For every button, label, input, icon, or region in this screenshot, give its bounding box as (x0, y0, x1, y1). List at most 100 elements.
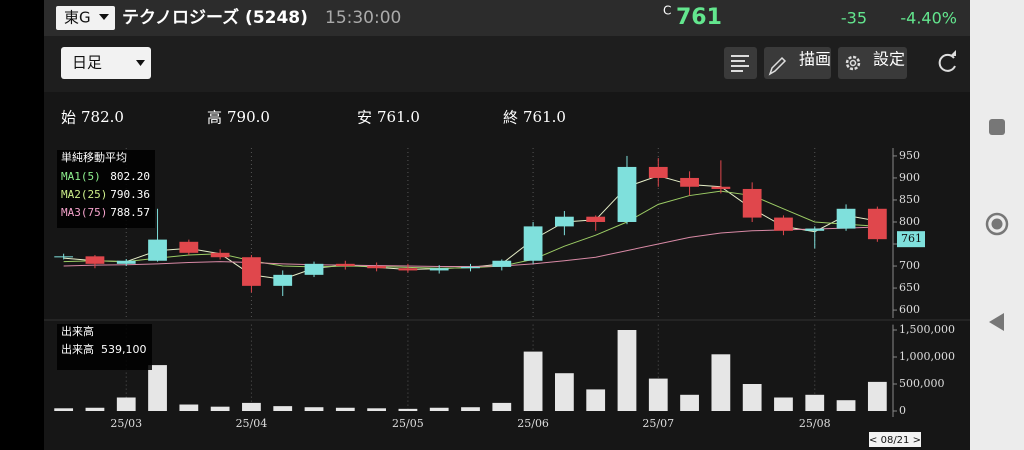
market-select[interactable] (56, 6, 115, 30)
refresh-arrow (950, 50, 956, 56)
draw-button[interactable] (764, 47, 831, 79)
volume-bar (210, 406, 230, 411)
candle-body (116, 260, 136, 264)
y-tick-label: 700 (899, 259, 920, 272)
volume-bar (805, 394, 825, 411)
legend-name: MA3(75) (61, 206, 107, 219)
ohlc-value: 761.0 (523, 108, 566, 126)
candle-body (586, 216, 606, 222)
ohlc-label: 高 (207, 109, 222, 127)
volume-bar (242, 402, 261, 411)
x-tick-label: 25/07 (642, 417, 674, 430)
cursor-box (869, 432, 921, 447)
chart: 始782.0高790.0安761.0終761.06006507007508008… (44, 108, 970, 447)
period-select[interactable] (61, 47, 151, 79)
ohlc-label: 始 (61, 109, 76, 127)
candle-body (429, 268, 449, 271)
candle-body (742, 188, 762, 218)
home-dot (991, 218, 1003, 230)
legend-value: 788.57 (110, 206, 150, 219)
gear-icon (849, 59, 857, 67)
x-tick-label: 25/06 (517, 417, 549, 430)
indicator-icon (731, 55, 749, 72)
volume-bar (523, 351, 543, 411)
volume-bar (742, 384, 762, 411)
volume-bar (54, 408, 74, 411)
candle-body (555, 216, 574, 227)
ohlc-value: 761.0 (377, 108, 420, 126)
volume-bar (85, 407, 105, 411)
header-bar (44, 0, 970, 36)
candle-body (461, 266, 480, 269)
candle-body (867, 208, 887, 240)
volume-label: 出来高 (61, 342, 94, 356)
pencil-icon (768, 56, 787, 76)
candle-body (398, 268, 418, 271)
chart-bg (44, 92, 970, 450)
volume-bar (680, 394, 699, 411)
x-tick-label: 25/05 (392, 417, 424, 430)
candle-body (148, 239, 167, 261)
volume-bar (867, 381, 887, 411)
candle-body (304, 263, 324, 275)
recents-button[interactable] (989, 119, 1005, 135)
price-tag (897, 231, 925, 248)
price-prefix: C (663, 4, 671, 18)
ohlc-value: 782.0 (81, 108, 124, 126)
volume-bar (836, 400, 856, 411)
period: 日足 (72, 54, 102, 72)
candle-body (367, 266, 386, 269)
x-tick-label: 25/04 (236, 417, 268, 430)
y-tick-label: 1,000,000 (899, 350, 955, 363)
volume-value: 539,100 (101, 343, 147, 356)
settings-button[interactable] (838, 47, 907, 79)
back-button[interactable] (989, 313, 1004, 331)
candle-body (680, 177, 699, 187)
y-tick-label: 950 (899, 149, 920, 162)
y-tick-label: 900 (899, 171, 920, 184)
volume-bar (398, 408, 418, 411)
change: -35 (841, 9, 867, 28)
ma-legend-box (57, 150, 155, 228)
candle-body (711, 186, 731, 189)
draw-label: 描画 (799, 50, 831, 69)
candle-body (85, 256, 105, 264)
volume-bar (367, 408, 386, 411)
candle-body (179, 241, 199, 253)
candle-body (242, 257, 261, 286)
volume-bar (273, 406, 293, 411)
y-tick-label: 0 (899, 404, 906, 417)
legend-value: 790.36 (110, 188, 150, 201)
settings-label: 設定 (873, 50, 905, 69)
dropdown-arrow (99, 14, 109, 20)
candle-body (335, 263, 355, 267)
candle-body (54, 256, 74, 258)
market: 東G (64, 9, 91, 27)
candle-body (492, 260, 512, 267)
volume-bar (586, 389, 606, 411)
candle-body (774, 217, 793, 231)
volume-bar (461, 407, 480, 411)
x-tick-label: 25/03 (110, 417, 142, 430)
indicator-button[interactable] (724, 47, 757, 79)
price: 761 (676, 5, 722, 30)
price-tag-label: 761 (901, 232, 922, 245)
time: 15:30:00 (325, 8, 401, 28)
ma-legend-title: 単純移動平均 (61, 150, 127, 164)
volume-bar (116, 397, 136, 411)
y-tick-label: 800 (899, 215, 920, 228)
x-tick-label: 25/08 (799, 417, 831, 430)
volume-bar (774, 397, 793, 411)
ohlc-value: 790.0 (227, 108, 270, 126)
y-tick-label: 650 (899, 281, 920, 294)
volume-legend-box (57, 324, 152, 370)
refresh-icon[interactable] (938, 53, 956, 72)
candle-body (836, 208, 856, 229)
volume-bar (429, 407, 449, 411)
candle-body (210, 252, 230, 258)
y-tick-label: 500,000 (899, 377, 945, 390)
change-pct: -4.40% (900, 9, 957, 28)
volume-bar (492, 402, 512, 411)
home-button[interactable] (985, 212, 1009, 236)
